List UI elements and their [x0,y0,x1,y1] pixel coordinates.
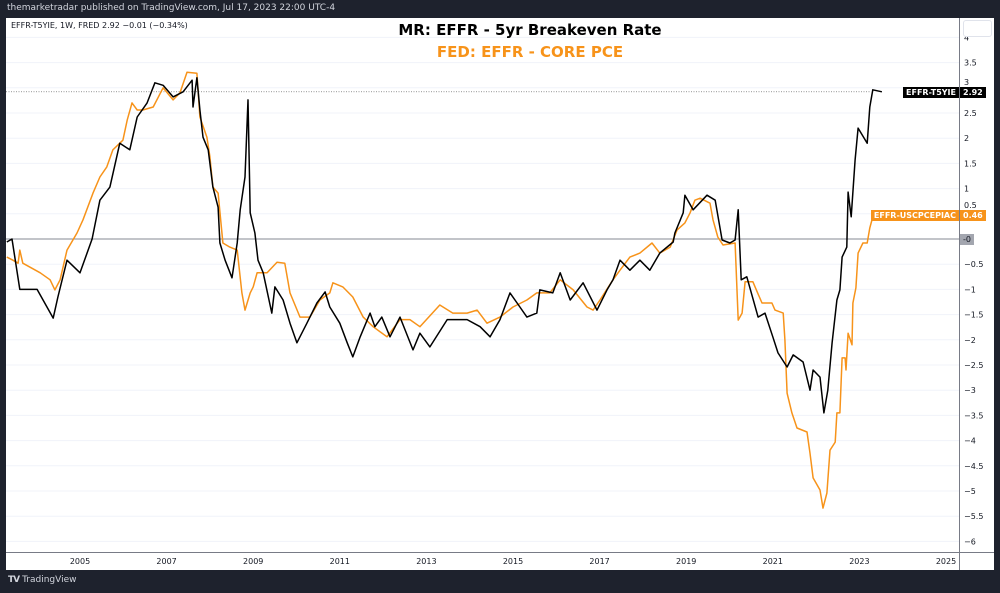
y-tick-label: −5 [964,487,976,496]
publisher-caption: themarketradar published on TradingView.… [7,3,336,13]
scale-settings-box[interactable] [963,20,992,37]
series-line-effr-uscpcepiac [6,71,882,509]
x-tick-label: 2007 [156,557,176,566]
y-tick-label: 2.5 [964,109,977,118]
x-tick-label: 2017 [589,557,609,566]
last-value-tag-t5yie: 2.92 [960,87,986,98]
x-tick-label: 2025 [936,557,956,566]
x-tick-label: 2013 [416,557,436,566]
y-tick-label: −1.5 [964,311,983,320]
y-tick-label: −3.5 [964,411,983,420]
x-tick-label: 2023 [849,557,869,566]
y-tick-label: −0.5 [964,260,983,269]
y-tick-label: 3 [964,78,969,87]
y-tick-label: −1 [964,285,976,294]
y-tick-label: −2 [964,336,976,345]
y-tick-label: −4.5 [964,462,983,471]
series-name-tag-t5yie: EFFR-T5YIE [903,87,959,98]
x-tick-label: 2015 [503,557,523,566]
y-tick-label: 3.5 [964,59,977,68]
y-tick-label: −5.5 [964,512,983,521]
x-tick-label: 2021 [763,557,783,566]
brand-label: TradingView [22,575,77,585]
y-tick-label: −6 [964,537,976,546]
y-tick-label: 1.5 [964,159,977,168]
x-tick-label: 2009 [243,557,263,566]
y-tick-label: −3 [964,386,976,395]
y-tick-label: 2 [964,134,969,143]
last-value-tag-pce: 0.46 [960,210,986,221]
y-tick-label: 1 [964,185,969,194]
series-legend[interactable]: EFFR-T5YIE, 1W, FRED 2.92 −0.01 (−0.34%) [11,21,188,30]
y-tick-label: 0.5 [964,201,977,210]
x-tick-label: 2005 [70,557,90,566]
series-line-effr-t5yie [6,76,883,414]
y-tick-label: −2.5 [964,361,983,370]
tradingview-logo-icon: TV [8,575,20,585]
tradingview-brand[interactable]: TV TradingView [8,575,77,585]
x-tick-label: 2011 [330,557,350,566]
series-name-tag-pce: EFFR-USCPCEPIAC [870,210,959,221]
y-tick-label: 4 [964,33,969,42]
x-tick-label: 2019 [676,557,696,566]
chart-panel [6,18,994,570]
zero-line-tag: -0 [960,234,974,245]
chart-subtitle: FED: EFFR - CORE PCE [436,43,624,61]
chart-title: MR: EFFR - 5yr Breakeven Rate [398,21,662,39]
y-tick-label: −4 [964,437,976,446]
